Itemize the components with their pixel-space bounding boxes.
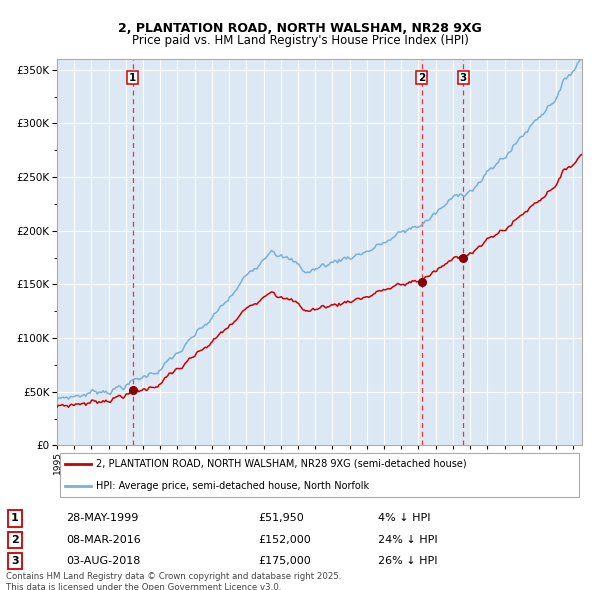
Text: 2, PLANTATION ROAD, NORTH WALSHAM, NR28 9XG: 2, PLANTATION ROAD, NORTH WALSHAM, NR28 … <box>118 22 482 35</box>
Text: 4% ↓ HPI: 4% ↓ HPI <box>378 513 431 523</box>
Text: 03-AUG-2018: 03-AUG-2018 <box>66 556 140 566</box>
Text: 3: 3 <box>460 73 467 83</box>
Text: 2: 2 <box>418 73 425 83</box>
Text: 1: 1 <box>11 513 19 523</box>
Text: £51,950: £51,950 <box>258 513 304 523</box>
Text: 2, PLANTATION ROAD, NORTH WALSHAM, NR28 9XG (semi-detached house): 2, PLANTATION ROAD, NORTH WALSHAM, NR28 … <box>97 458 467 468</box>
Text: £152,000: £152,000 <box>258 535 311 545</box>
Text: Contains HM Land Registry data © Crown copyright and database right 2025.
This d: Contains HM Land Registry data © Crown c… <box>6 572 341 590</box>
Text: 26% ↓ HPI: 26% ↓ HPI <box>378 556 437 566</box>
Text: 3: 3 <box>11 556 19 566</box>
Text: 1: 1 <box>129 73 136 83</box>
Text: 24% ↓ HPI: 24% ↓ HPI <box>378 535 437 545</box>
FancyBboxPatch shape <box>59 453 580 497</box>
Text: HPI: Average price, semi-detached house, North Norfolk: HPI: Average price, semi-detached house,… <box>97 481 370 491</box>
Text: Price paid vs. HM Land Registry's House Price Index (HPI): Price paid vs. HM Land Registry's House … <box>131 34 469 47</box>
Text: 28-MAY-1999: 28-MAY-1999 <box>66 513 139 523</box>
Text: 08-MAR-2016: 08-MAR-2016 <box>66 535 141 545</box>
Text: £175,000: £175,000 <box>258 556 311 566</box>
Text: 2: 2 <box>11 535 19 545</box>
